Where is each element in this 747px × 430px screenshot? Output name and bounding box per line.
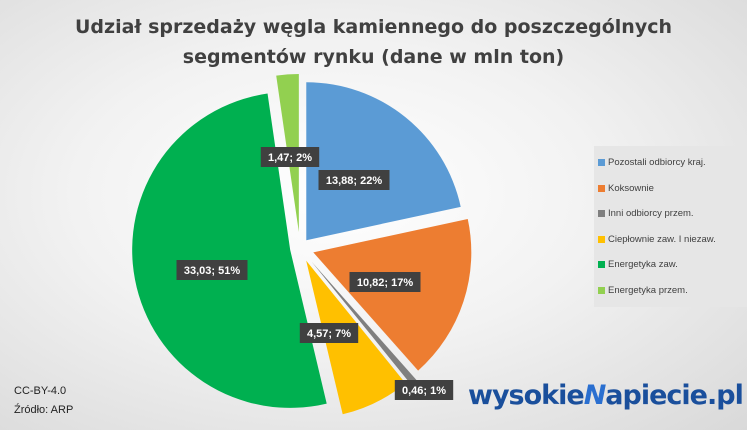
data-label-box — [318, 170, 390, 190]
data-label-text: 10,82; 17% — [357, 277, 413, 289]
title-line-1: Udział sprzedaży węgla kamiennego do pos… — [74, 16, 672, 38]
legend-label: Koksownie — [608, 182, 654, 194]
legend-item: Energetyka zaw. — [598, 252, 743, 278]
legend-item: Ciepłownie zaw. I niezaw. — [598, 227, 743, 253]
data-label-box — [299, 323, 359, 343]
logo: wysokieNapiecie.pl — [468, 380, 744, 411]
data-label-box — [260, 147, 320, 167]
data-label-text: 4,57; 7% — [307, 328, 351, 340]
legend-item: Energetyka przem. — [598, 278, 743, 304]
legend-item: Koksownie — [598, 176, 743, 202]
legend-swatch — [598, 210, 605, 218]
legend-label: Energetyka zaw. — [608, 259, 678, 271]
data-label: 1,47; 2% — [260, 147, 320, 167]
legend-label: Inni odbiorcy przem. — [608, 208, 694, 220]
data-label-box — [176, 260, 248, 280]
license-text: CC-BY-4.0 — [14, 385, 67, 397]
legend-item: Pozostali odbiorcy kraj. — [598, 150, 743, 176]
data-label-text: 0,46; 1% — [402, 385, 446, 397]
data-label-box — [394, 380, 454, 400]
chart-title: Udział sprzedaży węgla kamiennego do pos… — [0, 12, 747, 72]
legend-swatch — [598, 184, 605, 192]
legend-swatch — [598, 235, 605, 243]
legend-swatch — [598, 261, 605, 269]
legend-swatch — [598, 286, 605, 294]
data-label: 10,82; 17% — [349, 272, 421, 292]
data-label: 33,03; 51% — [176, 260, 248, 280]
legend-swatch — [598, 159, 605, 167]
data-label: 13,88; 22% — [318, 170, 390, 190]
legend-label: Pozostali odbiorcy kraj. — [608, 157, 706, 169]
source-text: Źródło: ARP — [14, 404, 74, 416]
data-label-box — [349, 272, 421, 292]
data-label: 0,46; 1% — [394, 380, 454, 400]
pie-slice — [311, 261, 417, 385]
legend-label: Ciepłownie zaw. I niezaw. — [608, 233, 716, 245]
data-label: 4,57; 7% — [299, 323, 359, 343]
pie-slice — [313, 218, 472, 371]
data-label-text: 33,03; 51% — [184, 265, 240, 277]
credits: CC-BY-4.0 Źródło: ARP — [14, 382, 73, 420]
data-label-text: 1,47; 2% — [268, 152, 312, 164]
legend-label: Energetyka przem. — [608, 284, 688, 296]
pie-slice — [306, 82, 461, 241]
legend: Pozostali odbiorcy kraj. Koksownie Inni od… — [594, 146, 747, 307]
legend-item: Inni odbiorcy przem. — [598, 201, 743, 227]
title-line-2: segmentów rynku (dane w mln ton) — [182, 46, 565, 68]
pie-slice — [132, 93, 327, 408]
data-label-text: 13,88; 22% — [326, 175, 382, 187]
